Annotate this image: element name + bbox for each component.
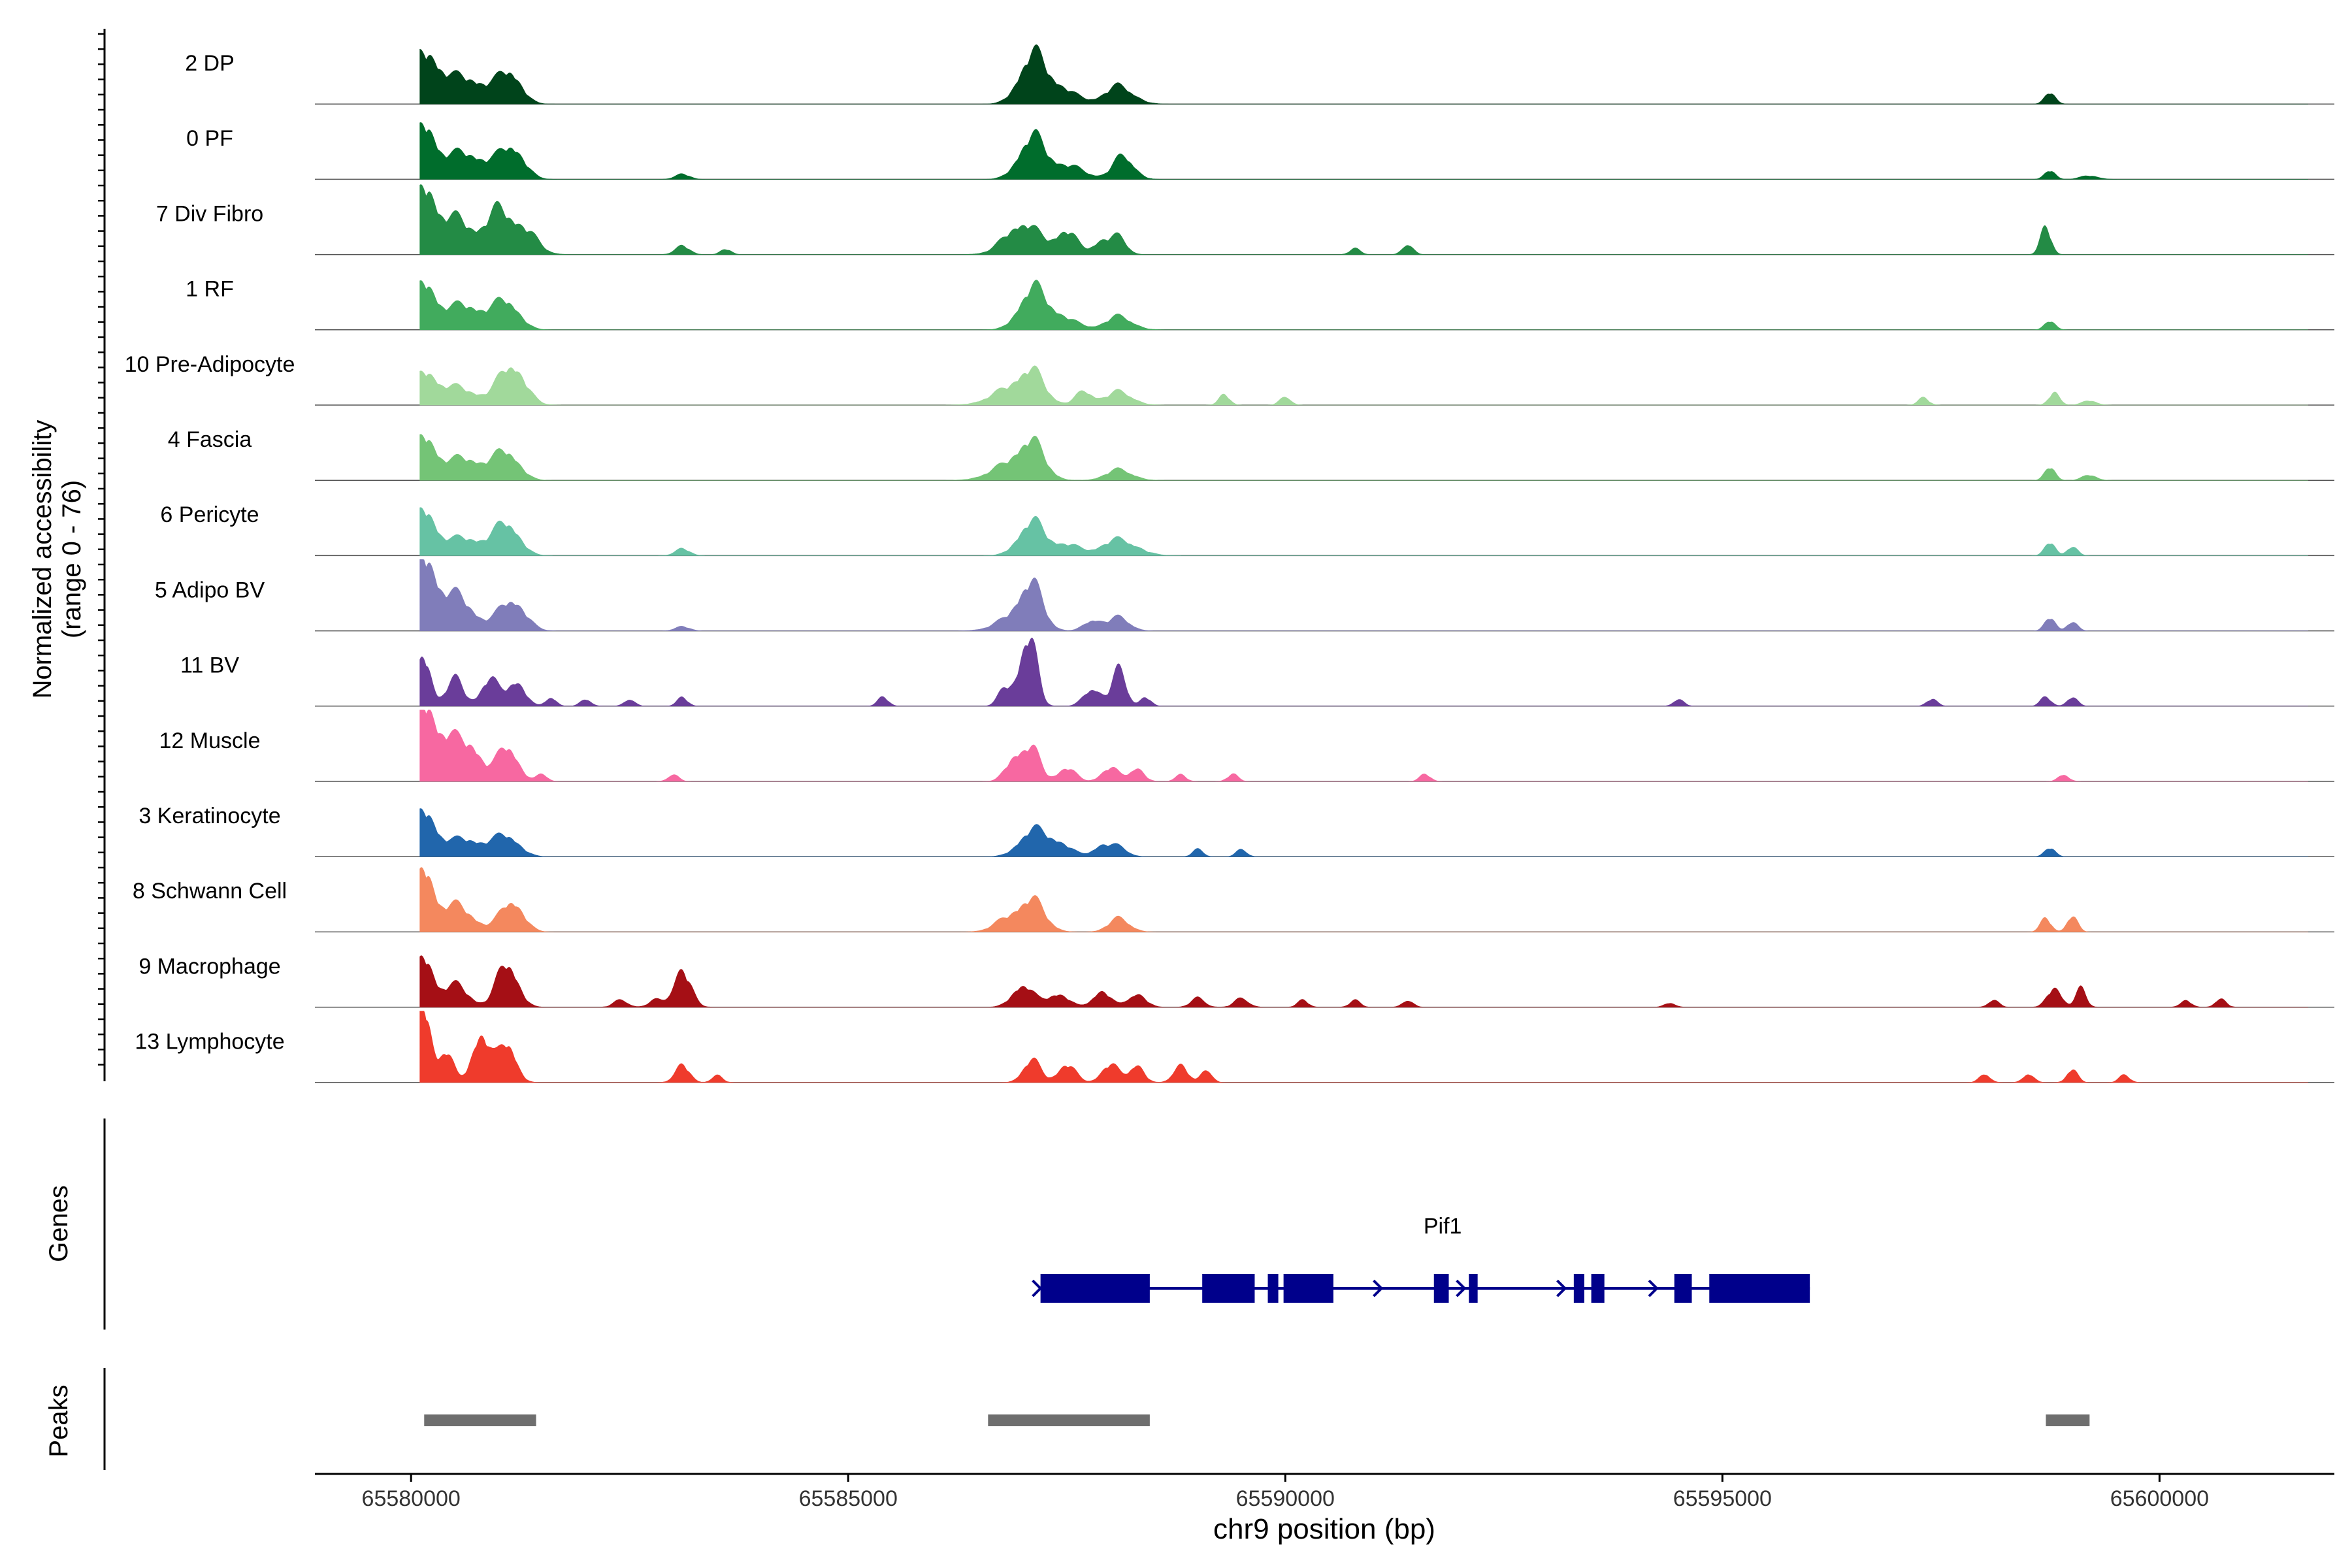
track-label: 5 Adipo BV [155,578,265,602]
track-label: 4 Fascia [168,427,252,452]
track-label: 7 Div Fibro [156,201,263,226]
coverage-area-4-fascia [419,434,2308,481]
coverage-area-7-div-fibro [419,184,2308,255]
track-label: 3 Keratinocyte [139,804,280,828]
track-6-pericyte: 6 Pericyte [160,502,2334,557]
track-2-dp: 2 DP [185,44,2334,105]
coverage-area-11-bv [419,638,2308,707]
strand-arrow-icon [1648,1279,1659,1298]
genes-panel-label: Genes [44,1185,73,1262]
gene-exon [1469,1274,1478,1303]
gene-exon [1709,1274,1810,1303]
gene-model-pif1: Pif1 [1032,1214,1810,1303]
track-label: 10 Pre-Adipocyte [125,352,295,377]
coverage-area-8-schwann-cell [419,867,2308,932]
x-axis-ticks: 65580000 65585000 65590000 65595000 65600000 [362,1474,2209,1511]
track-1-rf: 1 RF [186,277,2334,331]
strand-arrow-icon [1032,1279,1043,1298]
coverage-area-2-dp [419,44,2308,105]
track-13-lymphocyte: 13 Lymphocyte [135,1011,2334,1083]
coverage-area-12-muscle [419,710,2308,782]
track-5-adipo-bv: 5 Adipo BV [155,559,2334,632]
coverage-area-3-keratinocyte [419,808,2308,857]
track-12-muscle: 12 Muscle [159,710,2334,782]
x-tick-label: 65580000 [362,1486,461,1511]
strand-arrow-icon [1556,1279,1567,1298]
peak-region-bar [988,1414,1150,1426]
coverage-area-9-macrophage [419,955,2308,1007]
x-tick-label: 65590000 [1236,1486,1335,1511]
coverage-y-axis-ticks [98,33,105,1066]
track-3-keratinocyte: 3 Keratinocyte [139,804,2334,857]
coverage-area-6-pericyte [419,507,2308,556]
accessibility-tracks: 2 DP 0 PF 7 Div Fibro 1 RF 10 Pre-Adipocyte 4… [125,44,2334,1083]
gene-exon [1040,1274,1150,1303]
track-label: 1 RF [186,277,234,302]
x-axis-title: chr9 position (bp) [1213,1513,1435,1545]
strand-arrow-icon [1373,1279,1384,1298]
coverage-area-5-adipo-bv [419,559,2308,631]
coverage-area-10-pre-adipocyte [419,365,2308,406]
y-axis-title-line1: Normalized accessibility [28,420,57,699]
peak-regions [424,1414,2090,1426]
gene-name-label: Pif1 [1424,1214,1462,1239]
track-10-pre-adipocyte: 10 Pre-Adipocyte [125,352,2334,406]
track-11-bv: 11 BV [180,638,2334,707]
coverage-area-13-lymphocyte [419,1011,2308,1083]
strand-arrow-icon [1456,1279,1467,1298]
y-axis-title-line2: (range 0 - 76) [57,480,86,638]
gene-exon [1202,1274,1255,1303]
track-label: 0 PF [186,126,233,151]
x-tick-label: 65595000 [1673,1486,1772,1511]
track-label: 6 Pericyte [160,502,259,527]
x-tick-label: 65585000 [799,1486,898,1511]
gene-exon [1433,1274,1449,1303]
track-7-div-fibro: 7 Div Fibro [156,184,2334,255]
gene-exon [1283,1274,1333,1303]
track-label: 11 BV [180,653,239,678]
gene-exon [1674,1274,1692,1303]
track-4-fascia: 4 Fascia [168,427,2334,481]
track-0-pf: 0 PF [186,122,2334,180]
coverage-area-0-pf [419,122,2308,180]
gene-exon [1573,1274,1584,1303]
track-8-schwann-cell: 8 Schwann Cell [133,867,2334,933]
gene-exon [1267,1274,1279,1303]
track-label: 13 Lymphocyte [135,1030,284,1054]
peaks-panel-label: Peaks [44,1384,73,1457]
track-label: 9 Macrophage [139,954,280,979]
x-tick-label: 65600000 [2110,1486,2209,1511]
coverage-area-1-rf [419,280,2308,331]
track-label: 8 Schwann Cell [133,879,287,904]
track-label: 12 Muscle [159,728,261,753]
track-9-macrophage: 9 Macrophage [139,954,2334,1008]
gene-exon [1591,1274,1605,1303]
peak-region-bar [2046,1414,2090,1426]
peak-region-bar [424,1414,536,1426]
track-label: 2 DP [185,51,235,76]
